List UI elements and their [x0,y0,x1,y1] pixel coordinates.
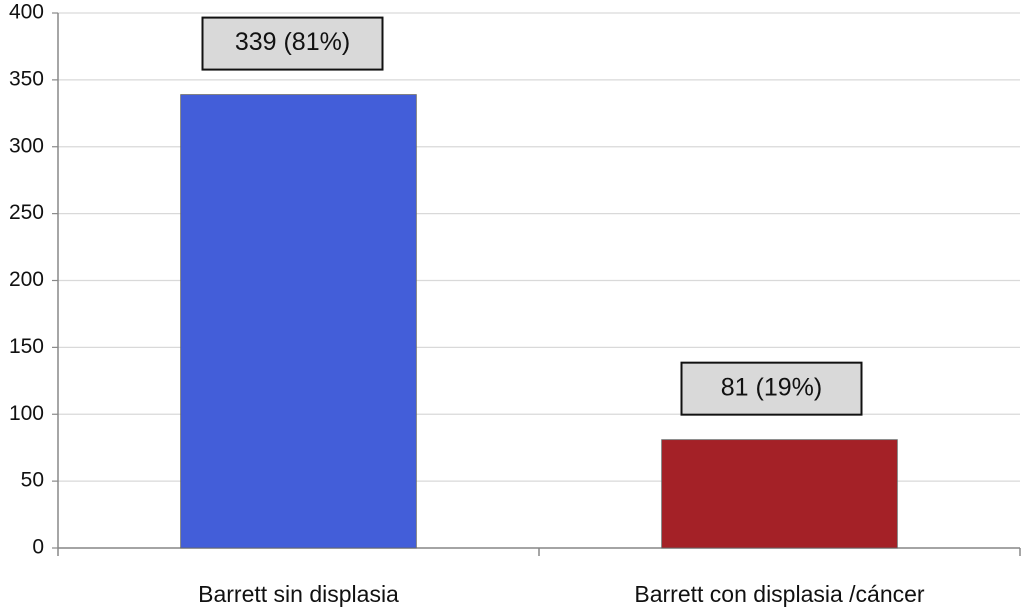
y-tick-label: 350 [9,67,44,90]
y-tick-label: 400 [9,1,44,24]
x-tick-label: Barrett con displasia /cáncer [634,581,925,607]
bar [180,94,417,549]
y-tick-label: 300 [9,134,44,157]
bar [661,439,898,549]
y-tick-label: 0 [32,536,44,559]
value-label-box [680,361,863,416]
y-tick-label: 100 [9,402,44,425]
y-tick-label: 50 [21,469,44,492]
x-tick-label: Barrett sin displasia [198,581,399,607]
value-label-box [201,16,384,71]
value-label: 339 (81%) [235,28,350,56]
y-tick-label: 150 [9,335,44,358]
y-tick-label: 250 [9,201,44,224]
value-label: 81 (19%) [721,373,822,401]
y-tick-label: 200 [9,268,44,291]
